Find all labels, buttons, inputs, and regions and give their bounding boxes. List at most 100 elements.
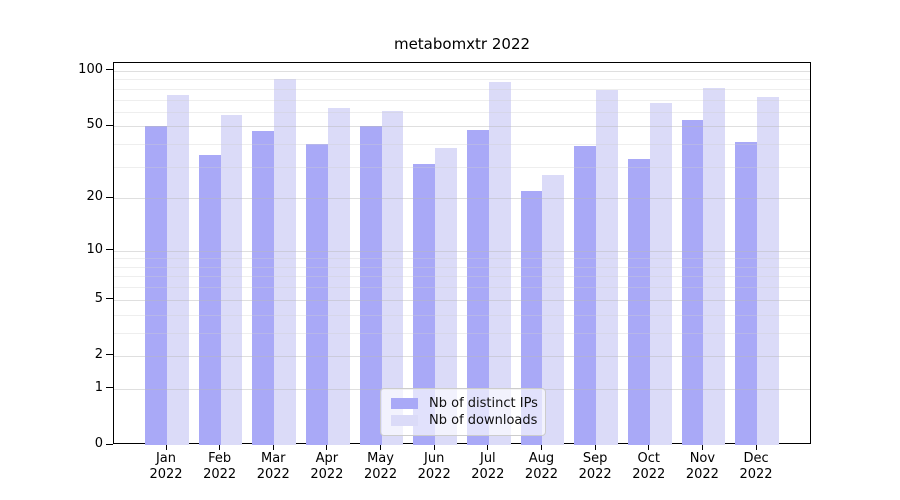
bar-nb-of-distinct-ips-oct (627, 159, 650, 445)
x-tick-nov (701, 444, 703, 450)
x-tick-year: 2022 (632, 467, 666, 482)
x-tick-oct (648, 444, 650, 450)
y-tick-20 (106, 196, 113, 198)
gridline-major-2 (114, 355, 810, 357)
x-tick-label-aug: Aug 2022 (513, 451, 569, 483)
bar-nb-of-downloads-sep (596, 89, 618, 445)
y-tick-label-2: 2 (94, 346, 103, 362)
y-tick-1 (106, 387, 113, 389)
y-tick-label-50: 50 (86, 117, 103, 133)
x-tick-month: Oct (637, 451, 660, 466)
x-tick-aug (540, 444, 542, 450)
bar-nb-of-downloads-nov (703, 87, 726, 445)
x-tick-label-feb: Feb 2022 (192, 451, 248, 483)
bar-nb-of-downloads-jun (435, 148, 457, 445)
y-tick-0 (106, 443, 113, 445)
bar-nb-of-distinct-ips-dec (735, 142, 758, 445)
x-tick-month: Jul (479, 451, 496, 466)
gridline-major-5 (114, 299, 810, 301)
x-tick-label-apr: Apr 2022 (299, 451, 355, 483)
bar-nb-of-distinct-ips-aug (520, 190, 543, 445)
gridline-minor-9 (114, 258, 810, 260)
legend-swatch-nb-of-distinct-ips (391, 398, 418, 409)
x-tick-jul (487, 444, 489, 450)
bar-nb-of-distinct-ips-sep (574, 146, 597, 445)
legend-swatch-nb-of-downloads (391, 415, 418, 426)
bar-nb-of-downloads-oct (649, 103, 672, 445)
y-tick-label-10: 10 (86, 241, 103, 257)
bar-nb-of-downloads-aug (542, 174, 565, 445)
x-tick-month: Aug (528, 451, 555, 466)
gridline-minor-4 (114, 314, 810, 316)
x-tick-month: Jan (155, 451, 177, 466)
y-tick-2 (106, 354, 113, 356)
x-tick-year: 2022 (149, 467, 183, 482)
x-tick-month: Mar (261, 451, 286, 466)
x-tick-month: Dec (743, 451, 769, 466)
x-tick-sep (594, 444, 596, 450)
y-tick-label-0: 0 (94, 436, 103, 451)
x-tick-feb (219, 444, 221, 450)
gridline-minor-6 (114, 287, 810, 289)
x-tick-label-mar: Mar 2022 (245, 451, 301, 483)
y-tick-50 (106, 124, 113, 126)
gridline-major-10 (114, 250, 810, 252)
bar-nb-of-downloads-may (381, 110, 404, 445)
x-tick-dec (755, 444, 757, 450)
x-tick-label-may: May 2022 (353, 451, 409, 483)
x-tick-year: 2022 (524, 467, 559, 482)
gridline-minor-8 (114, 266, 810, 268)
legend-label-nb-of-distinct-ips: Nb of distinct IPs (429, 396, 538, 411)
x-tick-year: 2022 (203, 467, 237, 482)
x-tick-year: 2022 (256, 467, 290, 482)
x-tick-label-jun: Jun 2022 (406, 451, 462, 483)
legend-label-nb-of-downloads: Nb of downloads (429, 413, 538, 428)
gridline-minor-80 (114, 88, 810, 90)
x-tick-jan (165, 444, 167, 450)
x-tick-month: Apr (315, 451, 339, 466)
gridline-minor-40 (114, 144, 810, 146)
gridline-major-100 (114, 70, 810, 72)
x-tick-year: 2022 (578, 467, 612, 482)
gridline-minor-90 (114, 79, 810, 81)
bar-nb-of-distinct-ips-may (359, 126, 382, 445)
y-tick-label-5: 5 (94, 290, 103, 306)
gridline-minor-30 (114, 166, 810, 168)
x-tick-year: 2022 (364, 467, 398, 482)
gridline-minor-3 (114, 332, 810, 334)
gridline-minor-70 (114, 99, 810, 101)
x-tick-year: 2022 (471, 467, 505, 482)
bar-nb-of-distinct-ips-mar (252, 131, 275, 445)
x-tick-label-jan: Jan 2022 (138, 451, 194, 483)
x-tick-month: May (367, 451, 394, 466)
x-tick-may (380, 444, 382, 450)
bar-nb-of-downloads-dec (757, 97, 779, 445)
x-tick-label-nov: Nov 2022 (674, 451, 730, 483)
bar-nb-of-distinct-ips-feb (198, 154, 221, 445)
bar-nb-of-downloads-mar (274, 79, 297, 445)
bar-nb-of-downloads-jan (167, 95, 189, 445)
bar-nb-of-downloads-feb (220, 114, 243, 445)
x-tick-label-sep: Sep 2022 (567, 451, 623, 483)
y-tick-100 (106, 69, 113, 71)
x-tick-year: 2022 (310, 467, 344, 482)
gridline-minor-60 (114, 111, 810, 113)
bar-nb-of-distinct-ips-jun (413, 164, 436, 445)
x-tick-year: 2022 (685, 467, 719, 482)
legend-item-nb-of-distinct-ips: Nb of distinct IPs (391, 395, 538, 412)
x-tick-month: Nov (689, 451, 716, 466)
x-tick-apr (326, 444, 328, 450)
chart-title: metabomxtr 2022 (393, 35, 531, 53)
bar-nb-of-distinct-ips-apr (306, 144, 328, 445)
x-tick-month: Sep (582, 451, 608, 466)
y-tick-label-20: 20 (86, 189, 103, 205)
bar-nb-of-distinct-ips-jul (467, 129, 489, 445)
bar-nb-of-downloads-apr (327, 107, 350, 445)
x-tick-month: Feb (208, 451, 232, 466)
x-tick-year: 2022 (739, 467, 773, 482)
x-tick-mar (272, 444, 274, 450)
y-tick-10 (106, 249, 113, 251)
x-tick-label-jul: Jul 2022 (460, 451, 516, 483)
y-tick-label-100: 100 (78, 61, 103, 77)
